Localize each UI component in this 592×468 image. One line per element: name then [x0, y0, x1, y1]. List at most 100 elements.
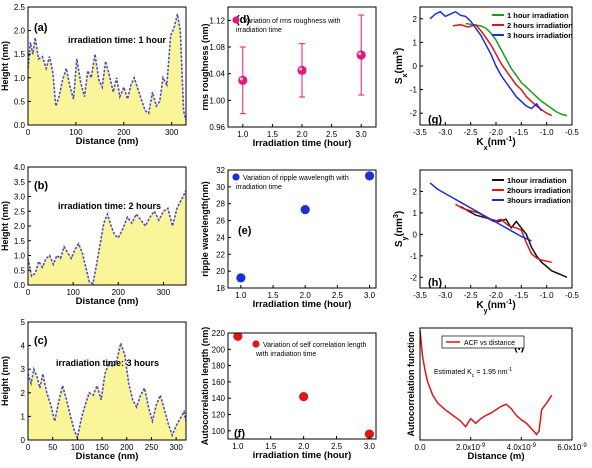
y-tick-label: 160	[212, 378, 226, 387]
x-tick-label: -2.0	[489, 291, 503, 300]
panel-label: (a)	[34, 22, 48, 34]
x-tick-label: 4.0x10-9	[507, 443, 537, 452]
y-tick-label: 0.0	[14, 121, 26, 130]
y-tick-label: 2.0	[14, 222, 26, 231]
plot-frame	[27, 6, 187, 126]
y-tick-label: 2	[413, 15, 418, 24]
panel-label: (b)	[34, 180, 48, 192]
y-axis-label: Autocorrelation function	[406, 332, 416, 437]
legend-label: Variation of ripple wavelength with	[243, 175, 349, 182]
y-tick-label: 1.04	[209, 70, 225, 79]
x-axis-label: Distance (nm)	[76, 136, 139, 147]
panel-label: (f)	[234, 428, 245, 440]
panel-label: (e)	[238, 225, 252, 237]
x-tick-label: 3.0	[364, 442, 376, 451]
x-tick-label: 200	[117, 128, 131, 137]
panel-i: 0.0 2.0x10-9 4.0x10-9 6.0x10-9 Distance (m) A…	[406, 327, 587, 462]
y-tick-label: -2	[410, 273, 418, 282]
y-tick-label: 3	[21, 365, 26, 374]
panel-h: -3.5 -3.0 -2.5 -2.0 -1.5 -1.0 -0.5 -2 -1 0 1 2 Ky(nm…	[391, 169, 579, 315]
data-point	[364, 429, 375, 439]
y-axis-label: rms roughness (nm)	[200, 23, 210, 110]
height-profile-fill	[28, 190, 186, 285]
panel-label: (d)	[236, 14, 250, 26]
y-tick-label: 26	[216, 217, 225, 226]
x-tick-label: -1.5	[514, 291, 528, 300]
x-tick-label: -2.0	[489, 128, 503, 137]
height-profile-fill	[28, 14, 186, 125]
x-tick-label: 100	[71, 443, 85, 452]
x-tick-label: 200	[112, 288, 126, 297]
y-axis-label: Height (nm)	[0, 201, 10, 251]
x-tick-label: 2.0	[296, 130, 308, 139]
x-tick-label: 300	[165, 128, 179, 137]
x-tick-label: -3.0	[438, 291, 452, 300]
y-tick-label: 30	[216, 183, 225, 192]
x-axis-label: Distance (nm)	[76, 451, 139, 462]
x-tick-label: -2.5	[464, 128, 478, 137]
y-tick-label: 0.5	[14, 266, 26, 275]
legend-label: ACF vs distance	[464, 340, 515, 347]
x-axis-label: Irradiation time (hour)	[253, 138, 352, 149]
x-tick-label: 1.0	[235, 291, 247, 300]
y-tick-label: 0	[413, 62, 418, 71]
annotation: irradiation time: 2 hours	[58, 201, 161, 211]
y-tick-label: 2.0	[14, 27, 26, 36]
legend-label: Variation of rms roughness with	[243, 18, 341, 25]
y-tick-label: 1.5	[14, 50, 26, 59]
y-tick-label: 140	[212, 394, 226, 403]
panel-e: 1.0 1.5 2.0 2.5 3.0 18 20 22 24 26 28 30 32 Irradiati…	[200, 166, 377, 310]
x-tick-label: 50	[48, 443, 57, 452]
data-point	[236, 273, 246, 283]
x-tick-label: 0	[26, 128, 31, 137]
panel-f-plot	[233, 333, 375, 439]
y-tick-label: 1.00	[209, 96, 225, 105]
x-tick-label: -3.0	[438, 128, 452, 137]
panel-a-plot	[28, 13, 186, 125]
y-tick-label: 1	[21, 412, 26, 421]
legend-label: irradiation time	[236, 27, 282, 34]
x-tick-label: 2.0x10-9	[456, 443, 486, 452]
x-tick-label: 100	[66, 288, 80, 297]
x-tick-label: 2.5	[331, 442, 343, 451]
y-tick-label: 2	[21, 389, 26, 398]
x-tick-label: -1.5	[514, 128, 528, 137]
y-tick-label: 3.0	[14, 193, 26, 202]
annotation: Estimated Kc = 1.95 nm-1	[434, 367, 512, 379]
plot-frame	[227, 169, 377, 289]
y-tick-label: 120	[212, 411, 226, 420]
y-tick-label: 220	[212, 329, 226, 338]
y-tick-label: 0	[413, 230, 418, 239]
panel-f: 1.0 1.5 2.0 2.5 3.0 100 120 140 160 180 200 220 irra…	[200, 327, 377, 461]
data-point	[364, 171, 375, 181]
y-tick-label: 0.5	[14, 97, 26, 106]
x-tick-label: 1.0	[237, 130, 249, 139]
x-tick-label: 2.5	[332, 291, 344, 300]
y-tick-label: -1	[410, 86, 418, 95]
legend-label: 2 hours irradiation	[507, 21, 573, 30]
y-tick-label: 18	[216, 284, 225, 293]
x-tick-label: -3.5	[413, 291, 427, 300]
y-axis-label: Sx(nm3)	[391, 48, 409, 84]
series-line	[465, 22, 568, 117]
y-tick-label: 24	[216, 233, 225, 242]
x-tick-label: 3.0	[364, 291, 376, 300]
x-tick-label: 200	[120, 443, 134, 452]
height-profile-line	[28, 13, 186, 121]
panel-label: (h)	[428, 277, 442, 289]
x-tick-label: 2.5	[326, 130, 338, 139]
x-tick-label: 0	[26, 288, 31, 297]
series-line	[420, 330, 553, 436]
y-tick-label: 4.0	[14, 163, 26, 172]
y-tick-label: 32	[216, 166, 225, 175]
series-line	[429, 182, 532, 242]
x-tick-label: 100	[69, 128, 83, 137]
panel-g: -3.5 -3.0 -2.5 -2.0 -1.5 -1.0 -0.5 -2 -1 0 1 2 Kx(nm…	[391, 6, 579, 152]
y-tick-label: 1.5	[14, 237, 26, 246]
y-axis-label: Autocorrelation length (nm)	[200, 327, 210, 446]
legend-label: 2hours irradiation	[507, 186, 571, 195]
legend-box	[441, 335, 525, 349]
y-tick-label: 28	[216, 200, 225, 209]
y-tick-label: 1.0	[14, 252, 26, 261]
legend-label: Variation of self correlation length	[263, 342, 366, 349]
